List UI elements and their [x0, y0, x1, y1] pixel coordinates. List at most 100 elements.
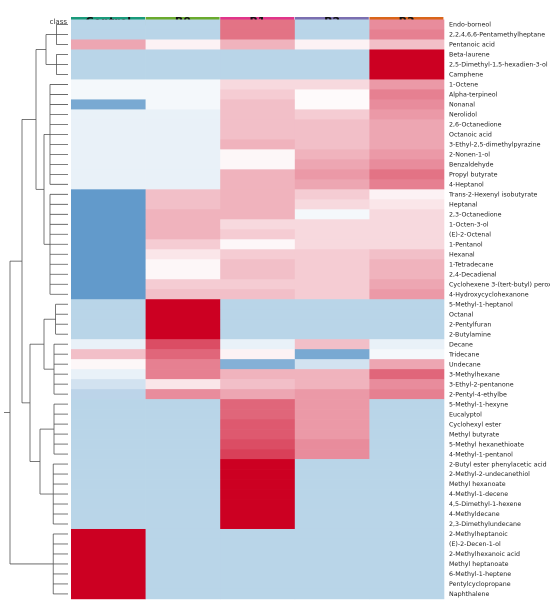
heatmap-cell: [294, 329, 370, 340]
heatmap-cell: [220, 179, 296, 190]
heatmap-cell: [220, 499, 296, 510]
heatmap-cell: [145, 219, 221, 230]
heatmap-cell: [369, 219, 445, 230]
heatmap-cell: [369, 548, 445, 560]
heatmap-cell: [220, 269, 296, 280]
heatmap-cell: [145, 109, 221, 120]
heatmap-cell: [220, 59, 296, 70]
heatmap-cell: [145, 189, 221, 200]
heatmap-cell: [294, 558, 370, 570]
heatmap-cell: [145, 509, 221, 520]
heatmap-cell: [220, 409, 296, 420]
heatmap-cell: [294, 489, 370, 500]
heatmap-cell: [220, 169, 296, 180]
heatmap-cell: [71, 519, 146, 530]
heatmap-cell: [294, 409, 370, 420]
heatmap-cell: [145, 59, 221, 70]
heatmap-cell: [369, 19, 445, 30]
heatmap-cell: [294, 79, 370, 90]
heatmap-cell: [294, 538, 370, 550]
heatmap-cell: [145, 459, 221, 470]
heatmap-cell: [369, 568, 445, 580]
row-label: Naphthalene: [449, 591, 489, 598]
heatmap-cell: [145, 349, 221, 360]
heatmap-cell: [369, 399, 445, 410]
heatmap-cell: [294, 568, 370, 580]
row-label: Benzaldehyde: [449, 162, 494, 169]
heatmap-cell: [369, 249, 445, 260]
heatmap-cell: [145, 369, 221, 380]
heatmap-cell: [369, 119, 445, 130]
heatmap-cell: [369, 309, 445, 320]
heatmap-cell: [71, 229, 146, 240]
heatmap-cell: [220, 369, 296, 380]
heatmap-cell: [145, 139, 221, 150]
heatmap-cell: [220, 399, 296, 410]
heatmap-cell: [220, 429, 296, 440]
heatmap-cell: [294, 269, 370, 280]
heatmap-cell: [145, 359, 221, 370]
heatmap-cell: [294, 289, 370, 300]
heatmap-cell: [145, 289, 221, 300]
heatmap-cell: [294, 119, 370, 130]
row-label: 4-Heptanol: [449, 182, 484, 189]
heatmap-cell: [71, 558, 146, 570]
row-label: 2-Methylheptanoic: [449, 531, 508, 538]
row-label: 3-Ethyl-2,5-dimethylpyrazine: [449, 142, 541, 149]
heatmap-cell: [220, 389, 296, 400]
heatmap-cell: [369, 538, 445, 550]
heatmap-cell: [145, 209, 221, 220]
heatmap-cell: [145, 229, 221, 240]
heatmap-cell: [369, 359, 445, 370]
heatmap-cell: [369, 489, 445, 500]
heatmap-cell: [71, 199, 146, 210]
heatmap-cell: [71, 79, 146, 90]
heatmap-cell: [145, 339, 221, 350]
heatmap-cell: [71, 99, 146, 110]
heatmap-cell: [369, 528, 445, 540]
heatmap-cell: [220, 99, 296, 110]
heatmap-cell: [369, 558, 445, 570]
row-label: 4,5-Dimethyl-1-hexene: [449, 501, 522, 508]
heatmap-cell: [145, 119, 221, 130]
heatmap-cell: [220, 79, 296, 90]
heatmap-cell: [145, 538, 221, 550]
heatmap-cell: [294, 109, 370, 120]
row-label: Camphene: [449, 72, 483, 79]
row-labels: Endo-borneol 2,2,4,6,6-Pentamethylheptane…: [448, 22, 550, 598]
row-label: (E)-2-Octenal: [449, 231, 491, 238]
row-label: 4-Methyl-1-decene: [449, 491, 508, 498]
heatmap-cell: [145, 159, 221, 170]
heatmap-cell: [220, 459, 296, 470]
heatmap-cell: [294, 319, 370, 330]
heatmap-cell: [145, 558, 221, 570]
heatmap-cell: [71, 548, 146, 560]
class-label: class: [50, 18, 68, 26]
heatmap-cell: [220, 479, 296, 490]
row-label: Methyl hexanoate: [449, 481, 506, 488]
heatmap-cell: [294, 309, 370, 320]
heatmap-cell: [294, 439, 370, 450]
heatmap-cell: [71, 169, 146, 180]
heatmap-cell: [71, 469, 146, 480]
heatmap-cell: [369, 159, 445, 170]
heatmap-cell: [71, 109, 146, 120]
heatmap-cell: [220, 469, 296, 480]
heatmap-cell: [71, 129, 146, 140]
heatmap-cell: [294, 279, 370, 290]
row-label: 2,4-Decadienal: [449, 271, 497, 278]
heatmap-cell: [71, 179, 146, 190]
heatmap-cell: [71, 39, 146, 50]
heatmap-cell: [294, 179, 370, 190]
heatmap-cell: [145, 199, 221, 210]
heatmap-cell: [369, 89, 445, 100]
heatmap-cell: [369, 449, 445, 460]
heatmap-cell: [369, 49, 445, 60]
heatmap-cell: [145, 449, 221, 460]
heatmap-cell: [369, 469, 445, 480]
row-label: 2-Nonen-1-ol: [449, 152, 490, 159]
heatmap-cell: [294, 459, 370, 470]
heatmap-cell: [294, 548, 370, 560]
heatmap-cell: [145, 329, 221, 340]
row-label: 2,3-Dimethylundecane: [449, 521, 521, 528]
